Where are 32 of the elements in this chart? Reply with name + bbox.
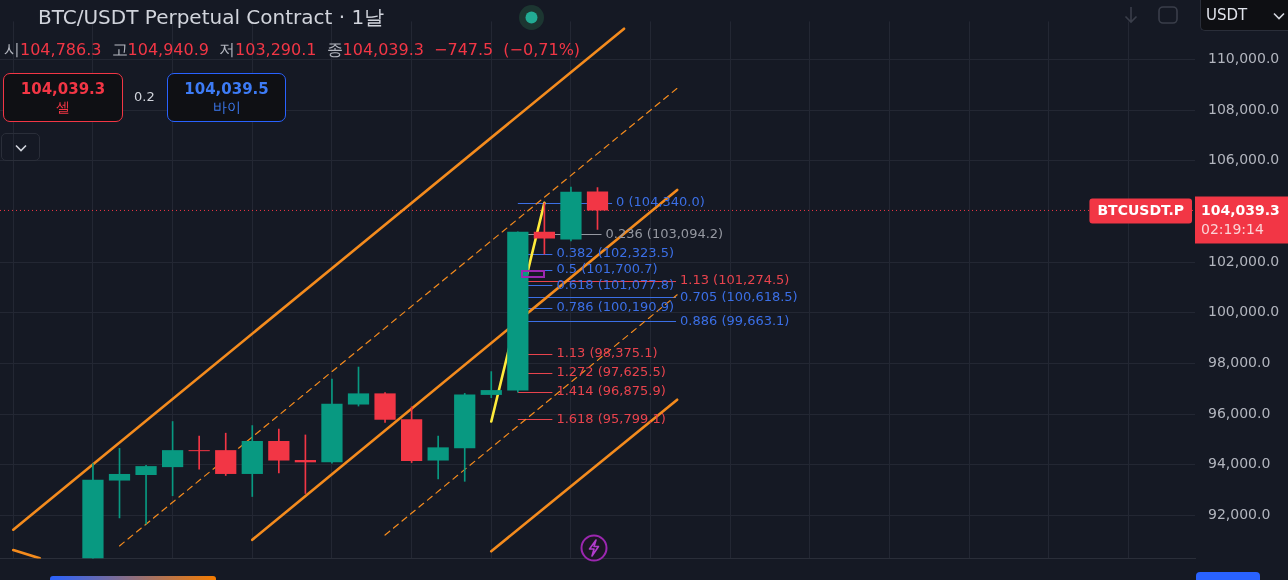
- y-tick-label: 106,000.0: [1208, 151, 1280, 168]
- ref-line-label: 1.13 (98,375.1): [556, 345, 658, 361]
- ref-line-label: 0.382 (102,323.5): [556, 245, 675, 261]
- y-tick-label: 108,000.0: [1208, 100, 1280, 117]
- y-tick-label: 100,000.0: [1208, 303, 1280, 320]
- y-tick-label: 102,000.0: [1208, 252, 1280, 269]
- chart-title: BTC/USDT Perpetual Contract · 1날: [38, 5, 385, 29]
- annotation: 104,039.5: [183, 80, 270, 98]
- ref-line-label: 1.272 (97,625.5): [556, 364, 666, 380]
- y-tick-label: 94,000.0: [1208, 455, 1271, 472]
- candlestick: [135, 465, 157, 525]
- ref-line-label: 0.886 (99,663.1): [680, 312, 790, 328]
- ref-line-label: BTCUSDT.P: [1097, 202, 1185, 219]
- text: USDT: [1206, 6, 1248, 24]
- ref-line-label: 0.705 (100,618.5): [680, 288, 798, 304]
- ref-line-label: 0.786 (100,190.9): [556, 299, 675, 315]
- ref-line-label: 1.414 (96,875.9): [556, 383, 666, 399]
- text: 시104,786.3 고104,940.9 저103,290.1 종104,039.3 −747.5 (−0,71%): [4, 40, 581, 59]
- text: 02:19:14: [1201, 221, 1264, 238]
- ref-line-label: 1.13 (101,274.5): [680, 271, 790, 287]
- y-tick-label: 92,000.0: [1208, 506, 1271, 523]
- annotation: 셀: [55, 98, 71, 116]
- candlestick: [480, 371, 502, 399]
- annotation: 104,039.3: [19, 80, 107, 98]
- y-tick-label: 98,000.0: [1208, 354, 1271, 371]
- annotation: 바이: [211, 98, 242, 116]
- y-tick-label: 96,000.0: [1208, 404, 1271, 421]
- ref-line-label: 0.5 (101,700.7): [556, 261, 658, 277]
- text: 104,039.3: [1201, 202, 1280, 219]
- y-tick-label: 110,000.0: [1208, 50, 1280, 67]
- candlestick: [188, 435, 210, 470]
- annotation: 0.2: [134, 89, 155, 105]
